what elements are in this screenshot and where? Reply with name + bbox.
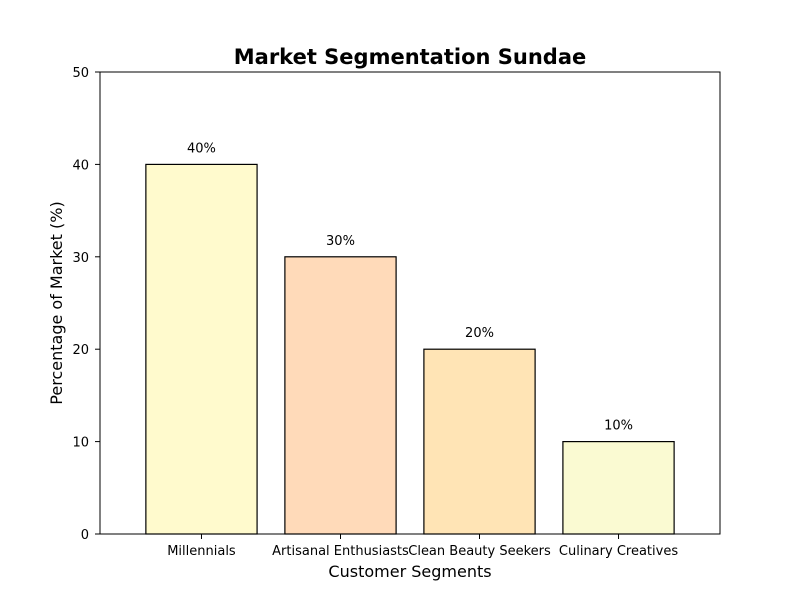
x-axis-label: Customer Segments: [328, 562, 491, 581]
x-tick-label-0: Millennials: [167, 544, 236, 559]
y-tick-label-1: 10: [72, 436, 89, 451]
data-label-2: 20%: [465, 326, 494, 341]
y-axis-ticks: 0 10 20 30 40 50: [72, 66, 100, 543]
y-tick-label-4: 40: [72, 158, 89, 173]
data-label-0: 40%: [187, 141, 216, 156]
plot-frame: [99, 71, 721, 535]
data-labels-layer: 40% 30% 20% 10%: [187, 141, 633, 433]
chart-title: Market Segmentation Sundae: [234, 45, 587, 69]
bar-0: [145, 163, 258, 535]
y-tick-label-3: 30: [72, 251, 89, 266]
x-axis-ticks: Millennials Artisanal Enthusiasts Clean Be…: [167, 534, 678, 559]
y-tick-label-2: 20: [72, 343, 89, 358]
bar-1: [284, 256, 397, 535]
y-tick-label-0: 0: [81, 528, 89, 543]
bar-2: [423, 348, 536, 535]
data-label-3: 10%: [604, 419, 633, 434]
bars-layer: [145, 163, 675, 535]
y-tick-label-5: 50: [72, 66, 89, 81]
x-tick-label-3: Culinary Creatives: [559, 544, 678, 559]
x-tick-label-1: Artisanal Enthusiasts: [272, 544, 409, 559]
x-tick-label-2: Clean Beauty Seekers: [408, 544, 551, 559]
y-axis-label: Percentage of Market (%): [47, 201, 66, 404]
bar-3: [562, 441, 675, 535]
data-label-1: 30%: [326, 234, 355, 249]
